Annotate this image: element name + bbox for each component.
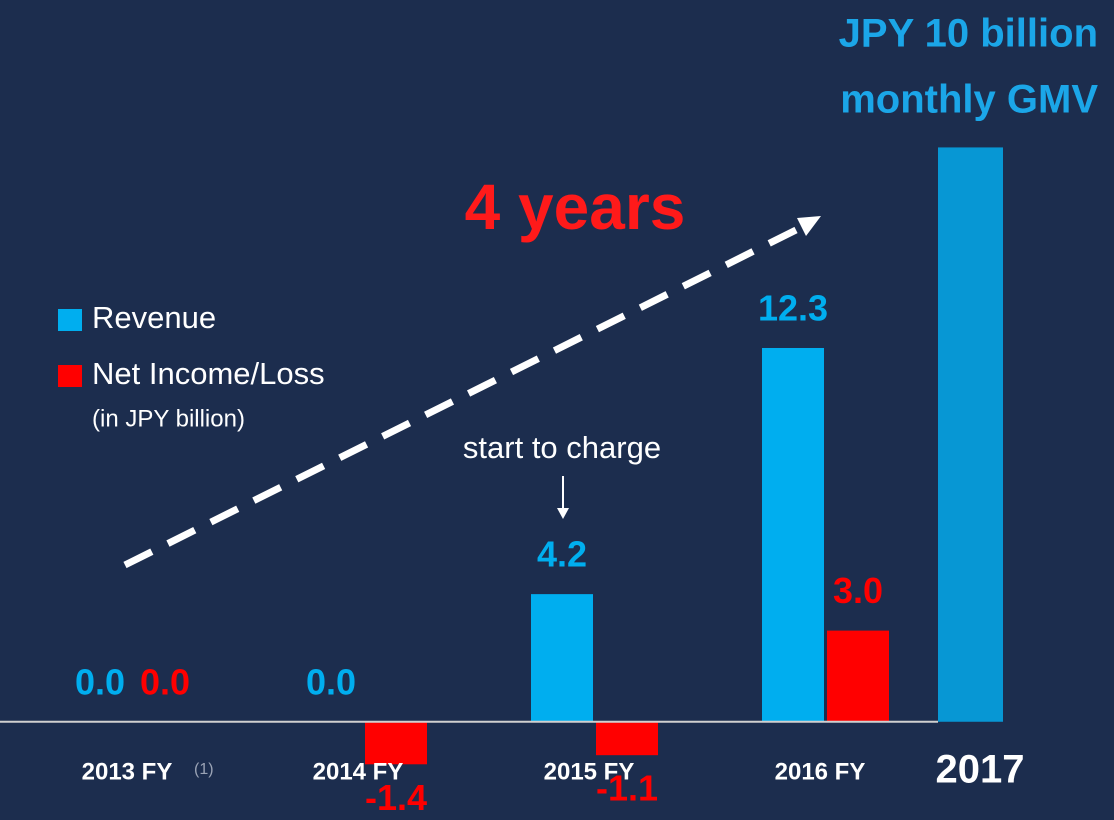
x-tick-label: 2015 FY <box>544 758 635 785</box>
bar <box>365 721 427 765</box>
value-label: 0.0 <box>75 661 125 702</box>
legend-label: Net Income/Loss <box>92 356 325 391</box>
legend-swatch <box>58 309 82 331</box>
value-label: 0.0 <box>306 661 356 702</box>
bar <box>531 594 593 722</box>
value-label: 3.0 <box>833 570 883 611</box>
annotation: 4 years <box>465 171 686 243</box>
trend-arrow <box>123 225 800 569</box>
bar <box>762 347 824 722</box>
bar <box>596 721 658 756</box>
highlight-label: JPY 10 billion <box>839 12 1098 56</box>
legend-subtitle: (in JPY billion) <box>92 405 245 432</box>
x-tick-label: 2014 FY <box>313 758 404 785</box>
x-tick-label: 2017 <box>936 748 1025 792</box>
x-tick-label: 2016 FY <box>775 758 866 785</box>
x-tick-label: 2013 FY <box>82 758 173 785</box>
pointer-head <box>557 508 569 519</box>
value-label: 0.0 <box>140 661 190 702</box>
legend-swatch <box>58 365 82 387</box>
annotation: start to charge <box>463 430 661 465</box>
highlight-bar <box>938 147 1003 722</box>
legend-label: Revenue <box>92 300 216 335</box>
value-label: -1.4 <box>365 777 427 818</box>
value-label: -1.1 <box>596 768 658 809</box>
highlight-label: monthly GMV <box>840 78 1098 122</box>
bar <box>827 630 889 722</box>
arrow-head <box>797 216 821 236</box>
footnote-marker: (1) <box>194 761 214 778</box>
value-label: 4.2 <box>537 534 587 575</box>
value-label: 12.3 <box>758 288 828 329</box>
